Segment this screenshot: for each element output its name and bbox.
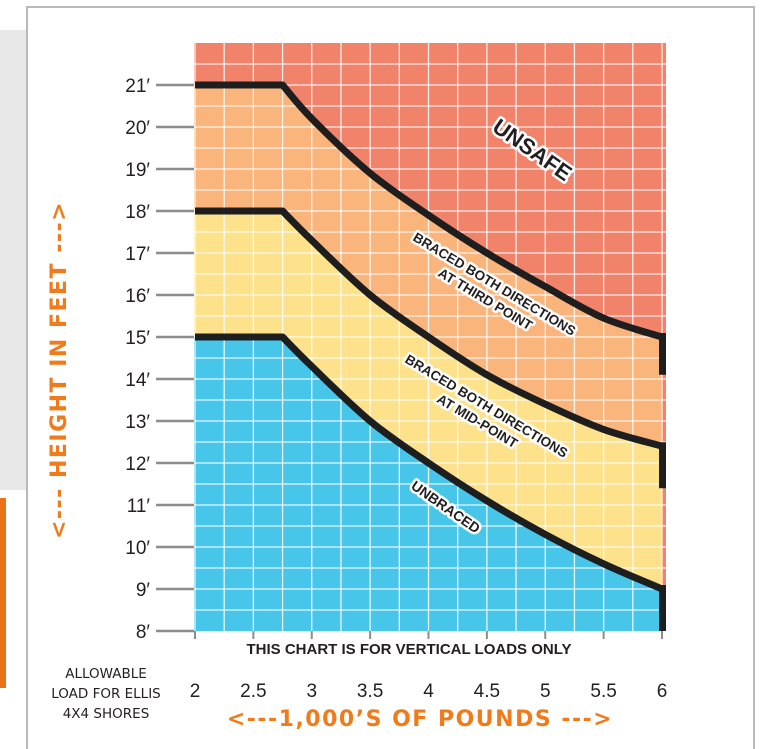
x-tick-label: 2 (190, 681, 201, 702)
curve-2 (195, 207, 663, 450)
y-axis-title: <--- HEIGHT IN FEET ---> (47, 201, 72, 539)
y-tick-label: 9′ (136, 580, 151, 601)
y-tick-label: 19′ (125, 160, 150, 181)
x-axis-ticks: 2 2.5 3 3.5 4 4.5 5 5.5 6 (190, 631, 668, 702)
y-tick-label: 10′ (125, 538, 150, 559)
curve-1 (195, 81, 664, 341)
x-tick-label: 4 (423, 681, 434, 702)
x-tick-label: 5 (540, 681, 551, 702)
x-tick-label: 6 (657, 681, 668, 702)
left-grey-panel (0, 30, 26, 490)
x-tick-label: 2.5 (240, 681, 266, 702)
y-tick-label: 17′ (125, 244, 150, 265)
y-tick-label: 16′ (125, 286, 150, 307)
y-tick-label: 14′ (125, 370, 150, 391)
y-tick-label: 20′ (125, 118, 150, 139)
vertical-loads-note: THIS CHART IS FOR VERTICAL LOADS ONLY (246, 641, 571, 658)
y-tick-label: 15′ (125, 328, 150, 349)
orange-edge-strip (0, 498, 6, 688)
x-axis-caption: ALLOWABLE LOAD FOR ELLIS 4X4 SHORES (46, 664, 166, 724)
y-tick-label: 8′ (136, 622, 151, 643)
x-caption-line-3: 4X4 SHORES (62, 706, 150, 722)
x-caption-line-1: ALLOWABLE (65, 666, 147, 682)
y-axis-ticks: 8′ 9′ 10′ 11′ 12′ 13′ 14′ 15′ 16′ 17′ 18′ 19′ 20′ 21′ (125, 76, 194, 643)
x-caption-line-2: LOAD FOR ELLIS (51, 686, 161, 702)
y-tick-label: 11′ (127, 496, 151, 517)
y-tick-label: 18′ (125, 202, 150, 223)
curve-3 (195, 333, 664, 593)
y-tick-label: 12′ (125, 454, 150, 475)
x-tick-label: 3.5 (357, 681, 383, 702)
x-axis-title: <---1,000’S OF POUNDS ---> (227, 707, 613, 732)
x-tick-label: 4.5 (474, 681, 500, 702)
x-tick-label: 3 (306, 681, 317, 702)
y-tick-label: 13′ (125, 412, 150, 433)
x-tick-label: 5.5 (590, 681, 616, 702)
curves (195, 81, 666, 631)
y-tick-label: 21′ (125, 76, 150, 97)
grid-lines (194, 43, 681, 631)
